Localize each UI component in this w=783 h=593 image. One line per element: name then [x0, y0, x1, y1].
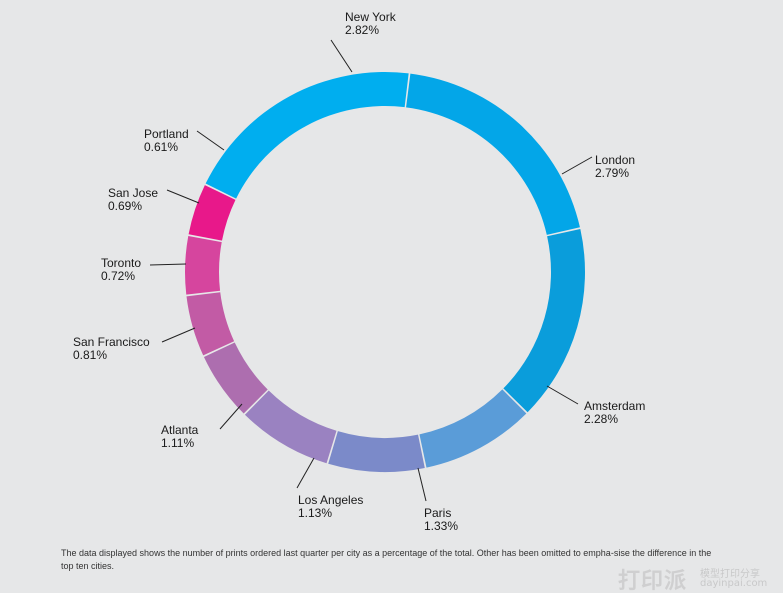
- leader-line-san-jose: [166, 189, 200, 204]
- slice-value-london: 2.79%: [595, 166, 629, 180]
- slice-label-san-jose: San Jose: [108, 186, 158, 200]
- slice-atlanta: [244, 390, 337, 464]
- slice-san-francisco: [203, 342, 268, 414]
- slice-value-san-jose: 0.69%: [108, 199, 142, 213]
- leader-line-paris: [417, 467, 427, 502]
- leaders-layer: [149, 39, 593, 502]
- watermark-sub: 模型打印分享: [700, 569, 760, 580]
- leader-line-new-york: [330, 39, 353, 73]
- slice-label-toronto: Toronto: [101, 256, 141, 270]
- leader-line-los-angeles: [296, 457, 315, 489]
- slice-value-portland: 0.61%: [144, 140, 178, 154]
- slice-value-paris: 1.33%: [424, 519, 458, 533]
- slice-label-san-francisco: San Francisco: [73, 335, 150, 349]
- watermark-url: dayinpai.com: [700, 578, 768, 589]
- slice-value-atlanta: 1.11%: [161, 436, 194, 450]
- slice-value-new-york: 2.82%: [345, 23, 379, 37]
- slice-value-toronto: 0.72%: [101, 269, 135, 283]
- slice-value-los-angeles: 1.13%: [298, 506, 332, 520]
- slice-value-san-francisco: 0.81%: [73, 348, 107, 362]
- slice-toronto: [186, 292, 235, 356]
- slice-london: [406, 73, 580, 235]
- slice-label-amsterdam: Amsterdam: [584, 399, 645, 413]
- leader-line-london: [561, 156, 593, 175]
- leader-line-san-francisco: [161, 327, 196, 343]
- slice-label-atlanta: Atlanta: [161, 423, 199, 437]
- slice-paris: [419, 389, 527, 468]
- slice-los-angeles: [328, 431, 425, 472]
- slice-portland: [188, 185, 236, 241]
- chart-caption: The data displayed shows the number of p…: [61, 548, 712, 571]
- slice-new-york: [205, 72, 409, 199]
- slice-san-jose: [185, 235, 222, 295]
- slices-layer: [185, 72, 585, 472]
- watermark-logo: 打印派 模型打印分享 dayinpai.com: [618, 563, 783, 593]
- slice-label-los-angeles: Los Angeles: [298, 493, 363, 507]
- slice-label-paris: Paris: [424, 506, 451, 520]
- leader-line-portland: [196, 130, 225, 151]
- leader-line-toronto: [149, 263, 187, 266]
- watermark-main: 打印派: [618, 569, 688, 593]
- slice-label-portland: Portland: [144, 127, 189, 141]
- slice-value-amsterdam: 2.28%: [584, 412, 618, 426]
- slice-amsterdam: [503, 228, 585, 413]
- slice-label-london: London: [595, 153, 635, 167]
- leader-line-atlanta: [219, 403, 243, 430]
- slice-label-new-york: New York: [345, 10, 397, 24]
- leader-line-amsterdam: [546, 385, 579, 405]
